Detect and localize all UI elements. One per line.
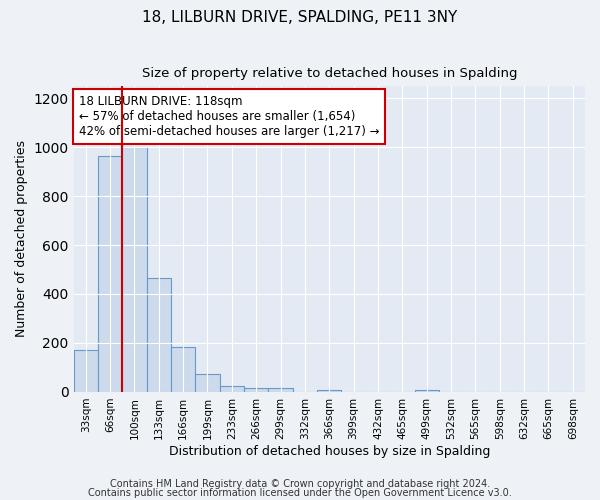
Bar xyxy=(146,278,171,392)
Text: Contains HM Land Registry data © Crown copyright and database right 2024.: Contains HM Land Registry data © Crown c… xyxy=(110,479,490,489)
Bar xyxy=(196,374,220,392)
X-axis label: Distribution of detached houses by size in Spalding: Distribution of detached houses by size … xyxy=(169,444,490,458)
Title: Size of property relative to detached houses in Spalding: Size of property relative to detached ho… xyxy=(142,68,517,80)
Text: 18 LILBURN DRIVE: 118sqm
← 57% of detached houses are smaller (1,654)
42% of sem: 18 LILBURN DRIVE: 118sqm ← 57% of detach… xyxy=(79,95,379,138)
Y-axis label: Number of detached properties: Number of detached properties xyxy=(15,140,28,338)
Bar xyxy=(244,388,268,392)
Bar xyxy=(415,390,439,392)
Bar xyxy=(74,350,98,392)
Bar xyxy=(220,386,244,392)
Bar xyxy=(317,390,341,392)
Text: 18, LILBURN DRIVE, SPALDING, PE11 3NY: 18, LILBURN DRIVE, SPALDING, PE11 3NY xyxy=(142,10,458,25)
Text: Contains public sector information licensed under the Open Government Licence v3: Contains public sector information licen… xyxy=(88,488,512,498)
Bar xyxy=(268,388,293,392)
Bar xyxy=(98,156,122,392)
Bar xyxy=(122,147,146,392)
Bar xyxy=(171,346,196,392)
